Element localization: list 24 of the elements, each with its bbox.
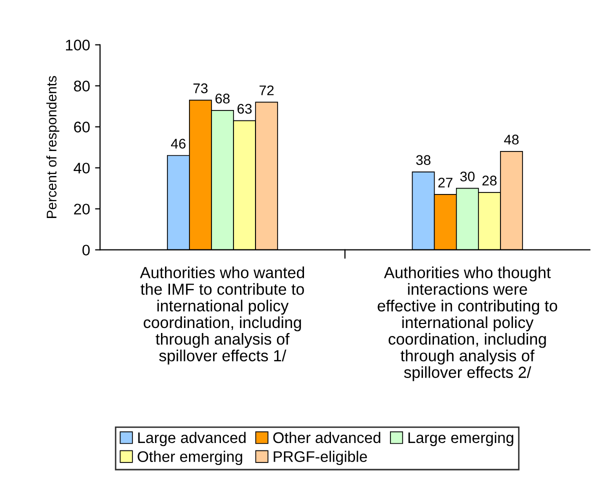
- data-label: 63: [238, 104, 252, 114]
- legend-label: Large advanced: [138, 432, 246, 446]
- data-label: 46: [171, 138, 186, 149]
- data-label: 38: [416, 155, 430, 166]
- legend-label: Other advanced: [273, 432, 380, 444]
- y-tick-label: 80: [74, 80, 90, 92]
- x-tick-label: Authorities who wanted the IMF to contribute to international policy coordination, including through analysis of spillover effects 1/: [140, 266, 304, 365]
- data-label: 27: [438, 178, 452, 188]
- y-tick-label: 40: [74, 162, 90, 174]
- y-axis-title: Percent of respondents: [46, 76, 60, 218]
- data-label: 68: [215, 94, 230, 104]
- y-tick-label: 20: [74, 204, 90, 215]
- legend-label: Large emerging: [408, 432, 514, 446]
- legend-label: Other emerging: [138, 450, 242, 466]
- data-label: 48: [504, 134, 519, 145]
- data-label: 73: [193, 83, 208, 94]
- y-tick-label: 0: [82, 244, 90, 256]
- y-tick-label: 100: [66, 40, 90, 50]
- x-tick-label: Authorities who thought interactions were effective in contributing to international policy coordination, including through analysis of spillover effects 2/: [378, 266, 558, 382]
- data-label: 72: [260, 85, 274, 96]
- data-label: 28: [482, 176, 497, 186]
- y-tick-label: 60: [74, 122, 90, 132]
- data-label: 30: [460, 172, 475, 182]
- legend-label: PRGF-eligible: [274, 450, 367, 466]
